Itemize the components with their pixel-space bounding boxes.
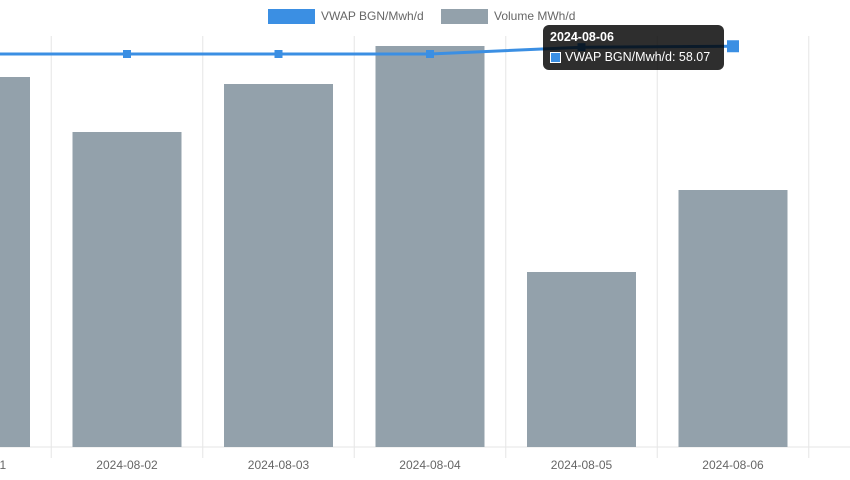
volume-bar[interactable]: [224, 84, 333, 447]
tooltip-title: 2024-08-06: [550, 30, 614, 44]
volume-bars: [0, 46, 788, 447]
volume-bar[interactable]: [527, 272, 636, 447]
x-tick-label: 2024-08-04: [399, 458, 461, 472]
vwap-point[interactable]: [426, 50, 434, 58]
x-tick-label: 2024-08-05: [551, 458, 613, 472]
tooltip-row: VWAP BGN/Mwh/d: 58.07: [550, 50, 717, 65]
x-tick-label: 2024-08-03: [248, 458, 310, 472]
x-tick-label: 2024-08-02: [96, 458, 158, 472]
volume-bar[interactable]: [375, 46, 485, 447]
vwap-point-active[interactable]: [727, 40, 739, 53]
x-tick-label: 2024-08-01: [0, 458, 7, 472]
volume-bar[interactable]: [678, 190, 788, 447]
volume-bar[interactable]: [0, 77, 30, 447]
volume-bar[interactable]: [72, 132, 182, 447]
tooltip-value: VWAP BGN/Mwh/d: 58.07: [565, 50, 711, 64]
tooltip-swatch: [550, 52, 561, 63]
vwap-point[interactable]: [123, 50, 131, 58]
vwap-point[interactable]: [274, 50, 283, 58]
tooltip: 2024-08-06 VWAP BGN/Mwh/d: 58.07: [543, 25, 724, 70]
x-tick-label: 2024-08-06: [702, 458, 764, 472]
x-axis: 2024-08-01 2024-08-02 2024-08-03 2024-08-04…: [0, 458, 764, 472]
